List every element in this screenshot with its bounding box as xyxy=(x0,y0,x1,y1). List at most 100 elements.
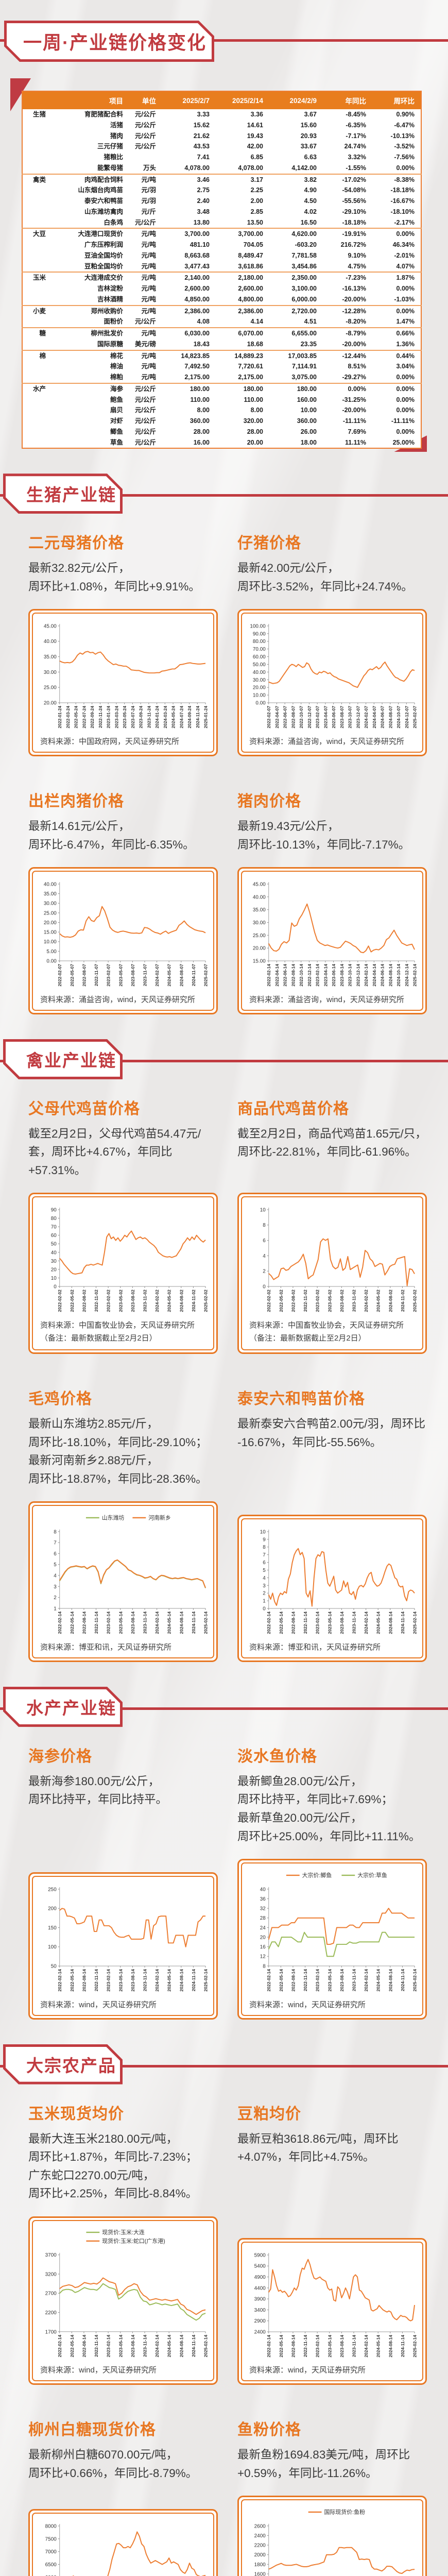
svg-text:3900: 3900 xyxy=(254,2296,266,2302)
cell: 棉花 xyxy=(52,349,129,362)
svg-text:2024-02-14: 2024-02-14 xyxy=(364,1612,369,1634)
svg-text:2023-06-07: 2023-06-07 xyxy=(331,706,336,728)
cell: 42.00 xyxy=(247,143,263,150)
cell: 棉粕 xyxy=(110,374,123,381)
category-cell: 禽类 xyxy=(22,173,52,229)
cell: 14,823.85 xyxy=(162,349,216,362)
svg-text:2022-05-14: 2022-05-14 xyxy=(70,2334,75,2357)
cell: -11.11% xyxy=(391,417,415,425)
svg-text:2023-04-14: 2023-04-14 xyxy=(323,964,328,987)
cell: 3.82 xyxy=(269,173,323,185)
header-line xyxy=(0,39,448,42)
cell: 1.87% xyxy=(372,272,421,283)
cell: 元/吨 xyxy=(141,285,156,292)
table-row: 大豆 大连港口现货价 元/吨 3,700.00 3,700.00 4,620.00 -19.… xyxy=(22,228,421,273)
chart-pork: 45.0040.0035.0030.0025.0020.0015.002022-… xyxy=(253,882,418,987)
cell: 元/公斤 xyxy=(135,428,156,435)
cell: 4.51 xyxy=(304,318,317,326)
table-row: 豆粕全国均价 元/吨 3,477.43 3,618.86 3,454.86 4.75% 4.… xyxy=(22,261,421,273)
cell: 3.33 xyxy=(197,111,210,118)
cell: -8.79% xyxy=(323,327,372,339)
svg-text:50: 50 xyxy=(51,1242,57,1247)
svg-text:2024-08-02: 2024-08-02 xyxy=(388,1290,393,1312)
svg-text:2023-12-14: 2023-12-14 xyxy=(355,964,360,987)
svg-text:2022-02-14: 2022-02-14 xyxy=(266,2334,271,2357)
svg-text:2600: 2600 xyxy=(254,2524,266,2530)
cell: 元/吨 xyxy=(141,295,156,303)
svg-text:2022-02-07: 2022-02-07 xyxy=(266,706,271,728)
table-row: 白条鸡 元/公斤 13.80 13.50 16.50 -18.18% -2.17% xyxy=(22,217,421,229)
svg-text:20.00: 20.00 xyxy=(253,685,266,691)
cell: 元/公斤 xyxy=(135,111,156,118)
cell: 24.74% xyxy=(344,143,366,150)
cell: 4.07% xyxy=(396,262,415,270)
svg-text:0: 0 xyxy=(263,1606,266,1612)
svg-text:2025-02-02: 2025-02-02 xyxy=(203,1290,209,1312)
svg-text:2023-11-02: 2023-11-02 xyxy=(142,1290,147,1312)
svg-text:2025-02-07: 2025-02-07 xyxy=(203,964,209,987)
cell: 7,492.50 xyxy=(184,363,210,370)
svg-text:2023-11-02: 2023-11-02 xyxy=(351,1290,356,1312)
svg-text:2022-11-14: 2022-11-14 xyxy=(303,1969,308,1991)
svg-text:20.00: 20.00 xyxy=(44,920,57,926)
card-description: 截至2月2日，商品代鸡苗1.65元/只， 周环比-22.81%，年同比-61.96… xyxy=(237,1127,427,1159)
cell: 13.80 xyxy=(193,218,210,226)
category-cell: 大豆 xyxy=(22,228,52,273)
cell: 4.14 xyxy=(250,318,263,326)
cell: 8.51% xyxy=(348,363,366,370)
cell: 0.00% xyxy=(396,164,415,172)
chart-frame: 90 80 70 60 50 40 30 20 10 0 2022-02-02 2022-05-02 2… xyxy=(28,1193,218,1354)
svg-text:2023-05-14: 2023-05-14 xyxy=(327,1612,332,1634)
cell: 18.43 xyxy=(193,340,210,348)
svg-text:2023-08-02: 2023-08-02 xyxy=(339,1290,344,1312)
svg-text:现货价:玉米:大连: 现货价:玉米:大连 xyxy=(102,2229,145,2236)
card-title: 鱼粉价格 xyxy=(237,2421,301,2439)
svg-text:40.00: 40.00 xyxy=(253,894,266,900)
cell: 元/吨 xyxy=(141,363,156,370)
svg-text:0: 0 xyxy=(263,1284,266,1290)
cell: 15.62 xyxy=(193,121,210,129)
col-header: 2025/2/7 xyxy=(162,91,216,109)
svg-text:2022-11-02: 2022-11-02 xyxy=(94,1290,99,1312)
svg-text:2024-05-14: 2024-05-14 xyxy=(167,1969,172,1992)
svg-text:2022-02-02: 2022-02-02 xyxy=(266,1290,271,1312)
svg-text:6500: 6500 xyxy=(45,2562,57,2568)
price-table: 项目 单位 2025/2/7 2025/2/14 2024/2/9 年同比 周环比 生猪 育肥… xyxy=(22,91,422,449)
table-row: 棉棉花 元/吨 14,823.85 14,889.23 17,003.85 -12.44%… xyxy=(22,349,421,383)
svg-text:2024-05-07: 2024-05-07 xyxy=(167,964,172,987)
svg-text:2023-04-07: 2023-04-07 xyxy=(323,706,328,728)
card-description: 截至2月2日，父母代鸡苗54.47元/套，周环比+4.67%，年同比 +57.31… xyxy=(28,1127,201,1177)
cell: 6,000.00 xyxy=(291,295,317,303)
cell: 元/羽 xyxy=(141,197,156,205)
section-banner-box: 大宗农产品 xyxy=(3,2044,123,2084)
svg-text:2025-02-02: 2025-02-02 xyxy=(412,1290,418,1312)
section-banner-box: 生猪产业链 xyxy=(3,473,123,514)
svg-text:2700: 2700 xyxy=(45,2291,57,2297)
chart-frame: 45.00 40.00 35.00 30.00 25.00 20.00 15.00 2022-… xyxy=(237,867,427,1014)
cell: 360.00 xyxy=(189,417,210,425)
svg-text:大宗价:鲫鱼: 大宗价:鲫鱼 xyxy=(302,1872,332,1879)
svg-text:2022-11-07: 2022-11-07 xyxy=(94,964,99,986)
svg-text:2022-02-02: 2022-02-02 xyxy=(57,1290,62,1312)
svg-text:2024-05-24: 2024-05-24 xyxy=(171,706,176,728)
svg-text:2024-12-07: 2024-12-07 xyxy=(404,706,409,728)
chart-source: 资料来源：涌益咨询，wind，天风证券研究所 xyxy=(40,995,195,1004)
svg-text:2023-08-07: 2023-08-07 xyxy=(339,706,344,728)
svg-text:2023-08-14: 2023-08-14 xyxy=(339,1612,344,1634)
cell: 3,700.00 xyxy=(162,228,216,240)
svg-text:2023-08-14: 2023-08-14 xyxy=(339,2334,344,2357)
cell: 0.66% xyxy=(372,327,421,339)
chart-card: 豆粕均价 最新豆粕3618.86元/吨，周环比 +4.07%，年同比+4.75%。 5… xyxy=(237,2101,427,2385)
svg-text:2025-02-14: 2025-02-14 xyxy=(412,1612,418,1634)
cell: 育肥猪配合料 xyxy=(84,111,123,118)
svg-text:4400: 4400 xyxy=(254,2285,266,2291)
svg-text:2022-08-14: 2022-08-14 xyxy=(81,1612,87,1634)
price-table-section: 项目 单位 2025/2/7 2025/2/14 2024/2/9 年同比 周环比 生猪 育肥… xyxy=(10,78,427,452)
svg-text:2025-02-14: 2025-02-14 xyxy=(412,2334,418,2357)
svg-text:6: 6 xyxy=(263,1560,266,1566)
svg-text:30.00: 30.00 xyxy=(44,901,57,907)
cell: 2,175.00 xyxy=(184,374,210,381)
table-row: 广东压榨利润 元/吨 481.10 704.05 -603.20 216.72% 46.34… xyxy=(22,240,421,250)
cell: 18.68 xyxy=(247,340,263,348)
